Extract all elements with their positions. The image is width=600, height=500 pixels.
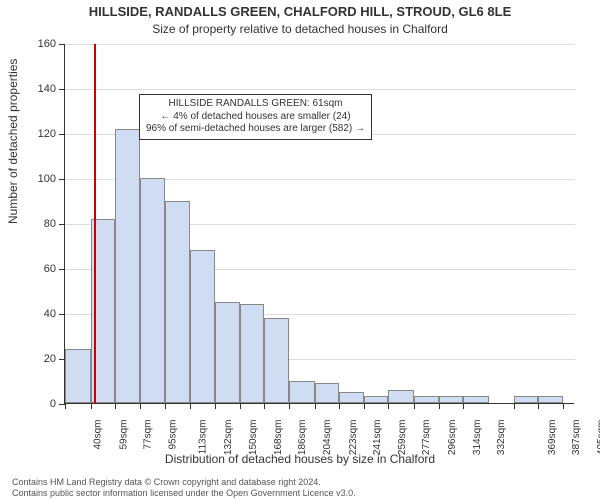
chart-title-sub: Size of property relative to detached ho… <box>0 22 600 36</box>
x-tick <box>215 403 216 409</box>
x-tick-label: 132sqm <box>224 420 235 456</box>
histogram-bar <box>463 396 489 403</box>
grid-line <box>65 44 575 45</box>
histogram-bar <box>65 349 91 403</box>
annotation-line-2: ← 4% of detached houses are smaller (24) <box>146 111 365 124</box>
x-tick-label: 40sqm <box>93 420 104 450</box>
annotation-line-1: HILLSIDE RANDALLS GREEN: 61sqm <box>146 98 365 111</box>
x-tick-label: 314sqm <box>472 420 483 456</box>
x-tick <box>264 403 265 409</box>
x-tick <box>115 403 116 409</box>
x-tick-label: 241sqm <box>372 420 383 456</box>
y-tick-label: 40 <box>6 308 56 320</box>
x-tick-label: 59sqm <box>118 420 129 450</box>
histogram-bar <box>289 381 315 404</box>
y-tick-label: 0 <box>6 398 56 410</box>
x-tick-label: 223sqm <box>348 420 359 456</box>
x-tick <box>538 403 539 409</box>
x-tick-label: 369sqm <box>547 420 558 456</box>
histogram-bar <box>190 250 215 403</box>
x-tick <box>240 403 241 409</box>
chart-title-main: HILLSIDE, RANDALLS GREEN, CHALFORD HILL,… <box>0 4 600 19</box>
y-tick <box>59 44 65 45</box>
y-tick-label: 160 <box>6 38 56 50</box>
footer: Contains HM Land Registry data © Crown c… <box>12 477 356 498</box>
x-tick-label: 259sqm <box>397 420 408 456</box>
x-tick-label: 77sqm <box>143 420 154 450</box>
histogram-bar <box>538 396 563 403</box>
annotation-line-3: 96% of semi-detached houses are larger (… <box>146 123 365 136</box>
x-tick-label: 387sqm <box>571 420 582 456</box>
footer-line-2: Contains public sector information licen… <box>12 488 356 498</box>
plot-area: HILLSIDE RANDALLS GREEN: 61sqm ← 4% of d… <box>64 44 574 404</box>
y-tick <box>59 224 65 225</box>
y-tick <box>59 269 65 270</box>
histogram-bar <box>514 396 539 403</box>
x-tick <box>414 403 415 409</box>
x-tick-label: 296sqm <box>447 420 458 456</box>
x-tick-label: 168sqm <box>273 420 284 456</box>
x-tick-label: 113sqm <box>197 420 208 455</box>
y-tick <box>59 134 65 135</box>
x-tick <box>91 403 92 409</box>
x-tick <box>563 403 564 409</box>
histogram-bar <box>115 129 140 404</box>
grid-line <box>65 89 575 90</box>
x-tick <box>364 403 365 409</box>
y-tick-label: 120 <box>6 128 56 140</box>
y-tick-label: 140 <box>6 83 56 95</box>
x-tick-label: 186sqm <box>297 420 308 456</box>
x-tick <box>165 403 166 409</box>
x-tick <box>289 403 290 409</box>
histogram-bar <box>140 178 165 403</box>
x-tick-label: 277sqm <box>421 420 432 456</box>
histogram-bar <box>264 318 289 404</box>
y-tick-label: 100 <box>6 173 56 185</box>
histogram-bar <box>165 201 191 404</box>
y-tick <box>59 314 65 315</box>
x-tick <box>65 403 66 409</box>
histogram-bar <box>364 396 389 403</box>
x-tick <box>315 403 316 409</box>
histogram-bar <box>439 396 464 403</box>
x-tick <box>339 403 340 409</box>
histogram-bar <box>240 304 265 403</box>
x-tick-label: 150sqm <box>248 420 259 456</box>
histogram-bar <box>315 383 340 403</box>
y-tick-label: 20 <box>6 353 56 365</box>
x-tick-label: 332sqm <box>496 420 507 456</box>
x-tick <box>190 403 191 409</box>
x-tick-label: 204sqm <box>322 420 333 456</box>
footer-line-1: Contains HM Land Registry data © Crown c… <box>12 477 356 487</box>
y-tick-label: 80 <box>6 218 56 230</box>
histogram-bar <box>339 392 364 403</box>
histogram-bar <box>388 390 414 404</box>
x-tick <box>463 403 464 409</box>
x-tick <box>439 403 440 409</box>
x-tick-label: 405sqm <box>596 420 600 456</box>
x-axis-title: Distribution of detached houses by size … <box>0 452 600 466</box>
x-tick <box>514 403 515 409</box>
y-tick-label: 60 <box>6 263 56 275</box>
y-tick <box>59 179 65 180</box>
x-tick <box>140 403 141 409</box>
histogram-bar <box>414 396 439 403</box>
annotation-box: HILLSIDE RANDALLS GREEN: 61sqm ← 4% of d… <box>139 94 372 140</box>
y-tick <box>59 89 65 90</box>
x-tick <box>388 403 389 409</box>
indicator-line <box>94 44 96 404</box>
histogram-bar <box>215 302 240 403</box>
x-tick-label: 95sqm <box>168 420 179 450</box>
